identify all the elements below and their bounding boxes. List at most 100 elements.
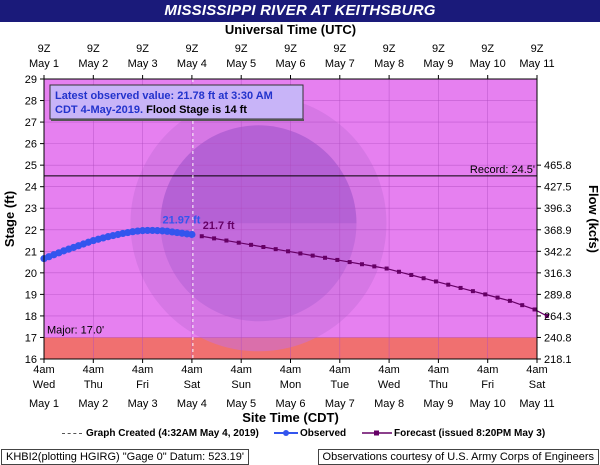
- top-x-date-label: May 5: [226, 58, 256, 70]
- legend-graph-created: Graph Created (4:32AM May 4, 2019): [62, 428, 259, 439]
- bottom-x-time-label: 4am: [132, 364, 153, 376]
- top-x-time-label: 9Z: [284, 43, 297, 55]
- observed-line-icon: [274, 430, 298, 437]
- y-tick-label: 26: [25, 139, 37, 151]
- flow-tick-label: 289.8: [544, 289, 572, 301]
- bottom-x-weekday-label: Fri: [481, 379, 494, 391]
- forecast-point: [199, 234, 204, 239]
- bottom-x-time-label: 4am: [428, 364, 449, 376]
- bottom-x-time-label: 4am: [83, 364, 104, 376]
- forecast-point: [286, 249, 291, 254]
- bottom-x-time-label: 4am: [329, 364, 350, 376]
- forecast-point: [347, 260, 352, 265]
- info-box-date: CDT 4-May-2019.: [55, 104, 146, 116]
- top-x-date-label: May 6: [276, 58, 306, 70]
- bottom-x-weekday-label: Wed: [378, 379, 400, 391]
- legend-forecast-label: Forecast (issued 8:20PM May 3): [394, 428, 546, 439]
- forecast-point: [249, 242, 254, 247]
- bottom-x-date-label: May 7: [325, 398, 355, 410]
- forecast-point: [458, 285, 463, 290]
- top-x-time-label: 9Z: [235, 43, 248, 55]
- bottom-x-date-label: May 5: [226, 398, 256, 410]
- y-tick-label: 25: [25, 160, 37, 172]
- bottom-x-date-label: May 2: [78, 398, 108, 410]
- top-x-date-label: May 4: [177, 58, 207, 70]
- footer-datum: KHBI2(plotting HGIRG) "Gage 0" Datum: 52…: [1, 449, 249, 465]
- bottom-x-date-label: May 10: [470, 398, 506, 410]
- forecast-point: [323, 255, 328, 260]
- forecast-point: [298, 251, 303, 256]
- bottom-x-weekday-label: Wed: [33, 379, 55, 391]
- bottom-x-time-label: 4am: [477, 364, 498, 376]
- y-tick-label: 20: [25, 268, 37, 280]
- flow-tick-label: 316.3: [544, 268, 572, 280]
- y-tick-label: 19: [25, 289, 37, 301]
- bottom-x-date-label: May 1: [29, 398, 59, 410]
- flow-axis-title: Flow (kcfs): [586, 185, 600, 253]
- observed-point: [143, 226, 152, 235]
- y-tick-label: 23: [25, 203, 37, 215]
- info-box-line1: Latest observed value: 21.78 ft at 3:30 …: [55, 90, 273, 102]
- bottom-x-weekday-label: Tue: [331, 379, 350, 391]
- flow-tick-label: 264.3: [544, 311, 572, 323]
- noaa-watermark-bird: [160, 125, 357, 224]
- y-tick-label: 16: [25, 354, 37, 366]
- bottom-axis-title: Site Time (CDT): [242, 410, 339, 425]
- y-tick-label: 22: [25, 225, 37, 237]
- bottom-x-weekday-label: Sat: [184, 379, 201, 391]
- y-tick-label: 18: [25, 311, 37, 323]
- bottom-x-weekday-label: Mon: [280, 379, 301, 391]
- observed-point: [188, 230, 196, 239]
- forecast-point: [421, 276, 426, 281]
- forecast-line-icon: [362, 430, 392, 436]
- flow-tick-label: 465.8: [544, 160, 572, 172]
- flow-tick-label: 396.3: [544, 203, 572, 215]
- major-label: Major: 17.0': [47, 324, 104, 336]
- bottom-x-date-label: May 9: [423, 398, 453, 410]
- record-label: Record: 24.5': [470, 164, 535, 176]
- bottom-x-weekday-label: Fri: [136, 379, 149, 391]
- flow-tick-label: 427.5: [544, 182, 572, 194]
- top-x-date-label: May 2: [78, 58, 108, 70]
- y-tick-label: 17: [25, 332, 37, 344]
- bottom-x-date-label: May 11: [519, 398, 554, 410]
- forecast-point: [433, 279, 438, 284]
- bottom-x-date-label: May 8: [374, 398, 404, 410]
- forecast-point: [483, 292, 488, 297]
- top-x-date-label: May 3: [128, 58, 158, 70]
- bottom-x-time-label: 4am: [378, 364, 399, 376]
- forecast-point: [544, 313, 549, 318]
- legend-observed: Observed: [274, 428, 346, 439]
- dashed-line-icon: [62, 432, 82, 434]
- forecast-point: [470, 289, 475, 294]
- bottom-x-time-label: 4am: [33, 364, 54, 376]
- bottom-x-weekday-label: Sun: [231, 379, 251, 391]
- forecast-point: [446, 282, 451, 287]
- hydrograph-chart: Record: 24.5' Major: 17.0' 21.97 ft 21.7 ft…: [2, 22, 600, 425]
- y-tick-label: 29: [25, 74, 37, 86]
- forecast-point: [261, 245, 266, 249]
- info-box-flood-stage: Flood Stage is 14 ft: [146, 104, 247, 116]
- legend-created-label: Graph Created (4:32AM May 4, 2019): [86, 428, 259, 439]
- top-x-time-label: 9Z: [531, 43, 544, 55]
- y-axis-title: Stage (ft): [2, 191, 17, 247]
- top-x-time-label: 9Z: [136, 43, 149, 55]
- bottom-x-time-label: 4am: [230, 364, 251, 376]
- bottom-x-weekday-label: Thu: [429, 379, 448, 391]
- top-x-date-label: May 11: [519, 58, 554, 70]
- forecast-first-label: 21.7 ft: [203, 220, 235, 232]
- y-tick-label: 24: [25, 182, 37, 194]
- y-tick-label: 28: [25, 96, 37, 108]
- bottom-x-time-label: 4am: [280, 364, 301, 376]
- bottom-x-weekday-label: Sat: [529, 379, 546, 391]
- top-x-date-label: May 1: [29, 58, 59, 70]
- chart-title: MISSISSIPPI RIVER AT KEITHSBURG: [0, 0, 600, 22]
- bottom-x-date-label: May 3: [128, 398, 158, 410]
- forecast-point: [335, 257, 340, 262]
- forecast-point: [507, 298, 512, 303]
- legend: Graph Created (4:32AM May 4, 2019) Obser…: [0, 426, 600, 442]
- top-x-date-label: May 9: [423, 58, 453, 70]
- forecast-point: [359, 262, 364, 267]
- forecast-point: [409, 273, 414, 277]
- bottom-x-time-label: 4am: [526, 364, 547, 376]
